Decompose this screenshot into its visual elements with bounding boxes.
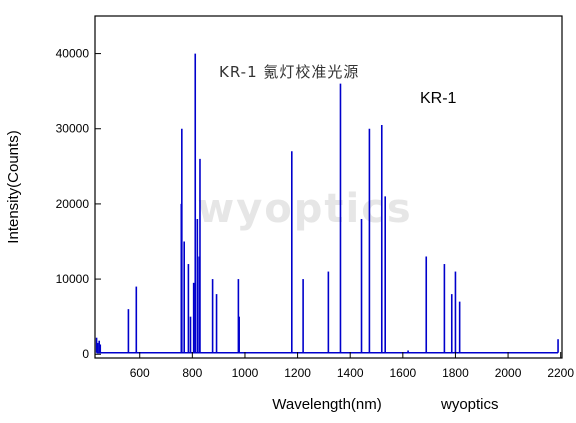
chart-title: KR-1 氪灯校准光源 [219, 63, 359, 81]
x-axis-title: Wavelength(nm) [272, 396, 381, 413]
x-tick-label-1000: 1000 [232, 366, 259, 380]
x-tick-label-2000: 2000 [495, 366, 522, 380]
plot-frame [94, 15, 563, 359]
x-axis: 600 800 1000 1200 1400 1600 1800 2000 2200 [130, 352, 574, 380]
y-axis-title: Intensity(Counts) [5, 130, 22, 243]
x-tick-label-1800: 1800 [442, 366, 469, 380]
legend-entry: KR-1 [420, 90, 457, 107]
x-tick-label-1200: 1200 [284, 366, 311, 380]
x-tick-label-2200: 2200 [547, 366, 574, 380]
y-tick-label-0: 0 [82, 347, 89, 361]
x-tick-label-1600: 1600 [389, 366, 416, 380]
y-tick-label-30000: 30000 [56, 122, 90, 136]
y-axis: 0 10000 20000 30000 40000 [56, 47, 101, 361]
watermark: wyoptics [197, 186, 413, 232]
spectrum-series [95, 53, 559, 353]
x-tick-label-1400: 1400 [337, 366, 364, 380]
y-tick-label-20000: 20000 [56, 197, 90, 211]
x-tick-label-800: 800 [182, 366, 202, 380]
y-tick-label-10000: 10000 [56, 272, 90, 286]
y-tick-label-40000: 40000 [56, 47, 90, 61]
x-tick-label-600: 600 [130, 366, 150, 380]
credit-label: wyoptics [440, 396, 499, 413]
